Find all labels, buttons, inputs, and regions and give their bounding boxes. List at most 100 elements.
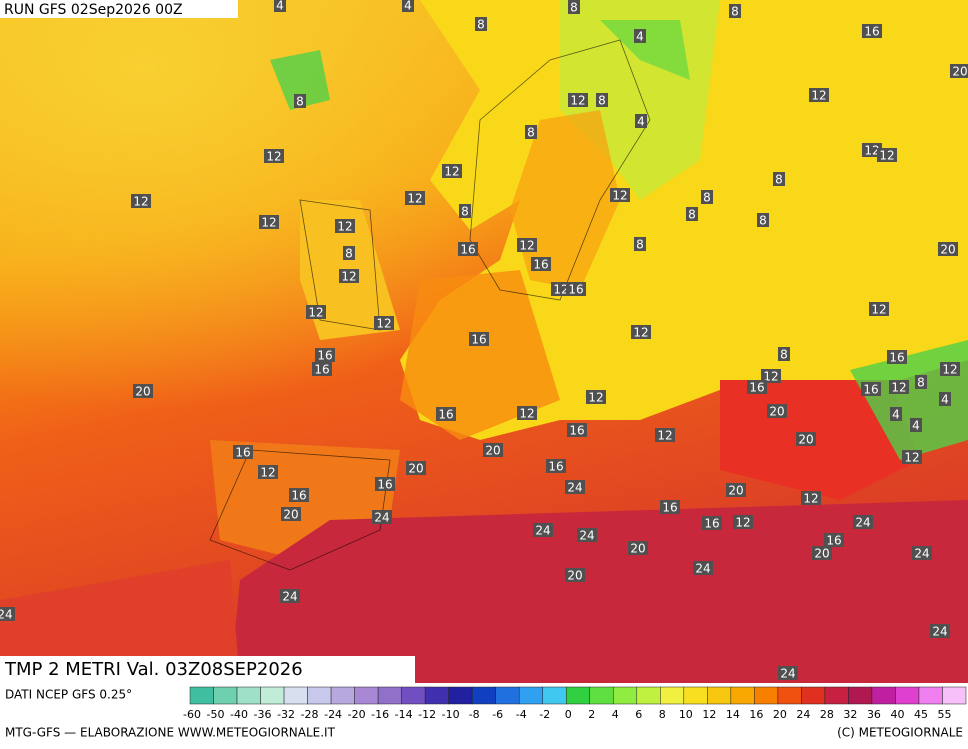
label-box	[778, 666, 798, 680]
label-box	[280, 589, 300, 603]
label-box	[567, 423, 587, 437]
label-box	[902, 450, 922, 464]
legend-swatch	[777, 686, 802, 705]
temperature-label: 20	[940, 243, 955, 257]
label-box	[940, 362, 960, 376]
legend-swatch	[471, 686, 496, 705]
label-box	[459, 204, 471, 218]
legend-swatch	[871, 686, 896, 705]
label-box	[824, 533, 844, 547]
temperature-label: 12	[341, 270, 356, 284]
label-box	[702, 516, 722, 530]
legend-label: -60	[183, 708, 201, 721]
label-box	[517, 406, 537, 420]
temperature-label: 16	[377, 478, 392, 492]
temperature-label: 8	[598, 94, 606, 108]
source-text: DATI NCEP GFS 0.25°	[5, 688, 132, 702]
legend-swatch	[424, 686, 449, 705]
temperature-label: 12	[553, 283, 568, 297]
run-text: RUN GFS 02Sep2026 00Z	[4, 2, 183, 18]
legend-label: -10	[442, 708, 460, 721]
label-box	[233, 445, 253, 459]
temperature-label: 12	[570, 94, 585, 108]
temperature-label: 12	[519, 239, 534, 253]
label-box	[631, 325, 651, 339]
label-box	[915, 375, 927, 389]
temperature-label: 4	[637, 115, 645, 129]
temperature-label: 24	[932, 625, 947, 639]
temperature-label: 16	[235, 446, 250, 460]
label-box	[306, 305, 326, 319]
label-box	[655, 428, 675, 442]
temperature-label: 16	[826, 534, 841, 548]
temperature-label: 16	[569, 424, 584, 438]
label-box	[778, 347, 790, 361]
legend-label: -6	[492, 708, 503, 721]
label-box	[458, 242, 478, 256]
label-box	[809, 88, 829, 102]
temperature-label: 8	[296, 95, 304, 109]
label-box	[930, 624, 950, 638]
temperature-label: 16	[438, 408, 453, 422]
legend-label: 16	[749, 708, 763, 721]
temperature-label: 20	[728, 484, 743, 498]
label-box	[264, 149, 284, 163]
legend-swatch	[613, 686, 638, 705]
label-box	[259, 215, 279, 229]
label-box	[693, 561, 713, 575]
label-box	[726, 483, 746, 497]
label-box	[375, 477, 395, 491]
copyright-text: (C) METEOGIORNALE	[837, 726, 963, 740]
legend-label: 14	[726, 708, 740, 721]
label-box	[577, 528, 597, 542]
temperature-label: 12	[942, 363, 957, 377]
temperature-label: 12	[588, 391, 603, 405]
temperature-label: 20	[567, 569, 582, 583]
legend-swatch	[213, 686, 238, 705]
temperature-label: 16	[317, 349, 332, 363]
temperature-label: 8	[345, 247, 353, 261]
legend-label: 0	[565, 708, 572, 721]
label-box	[533, 523, 553, 537]
temperature-label: 20	[408, 462, 423, 476]
temperature-label: 12	[904, 451, 919, 465]
run-box	[0, 0, 238, 18]
label-box	[634, 29, 646, 43]
label-box	[289, 488, 309, 502]
label-box	[565, 568, 585, 582]
temperature-label: 4	[912, 419, 920, 433]
legend-label: -36	[254, 708, 272, 721]
temperature-label: 16	[471, 333, 486, 347]
label-box	[531, 257, 551, 271]
temperature-label: 16	[864, 25, 879, 39]
label-box	[274, 0, 286, 12]
label-box	[733, 515, 753, 529]
legend-label: 8	[659, 708, 666, 721]
temperature-label: 12	[444, 165, 459, 179]
legend-swatch	[660, 686, 685, 705]
legend-swatch	[565, 686, 591, 705]
label-box	[877, 148, 897, 162]
label-box	[939, 392, 951, 406]
label-box	[938, 242, 958, 256]
label-box	[517, 238, 537, 252]
legend-label: -8	[469, 708, 480, 721]
legend-swatch	[354, 686, 379, 705]
legend-swatch	[801, 686, 826, 705]
temperature-label: 12	[657, 429, 672, 443]
temperature-label: 12	[308, 306, 323, 320]
label-box	[469, 332, 489, 346]
legend-swatch	[236, 686, 261, 705]
temperature-label: 24	[535, 524, 550, 538]
temperature-label: 20	[630, 542, 645, 556]
temperature-label: 4	[636, 30, 644, 44]
temperature-label: 4	[276, 0, 284, 13]
temperature-label: 16	[749, 381, 764, 395]
legend-label: -16	[371, 708, 389, 721]
temperature-label: 16	[533, 258, 548, 272]
label-box	[586, 390, 606, 404]
legend-label: 55	[937, 708, 951, 721]
label-box	[862, 24, 882, 38]
